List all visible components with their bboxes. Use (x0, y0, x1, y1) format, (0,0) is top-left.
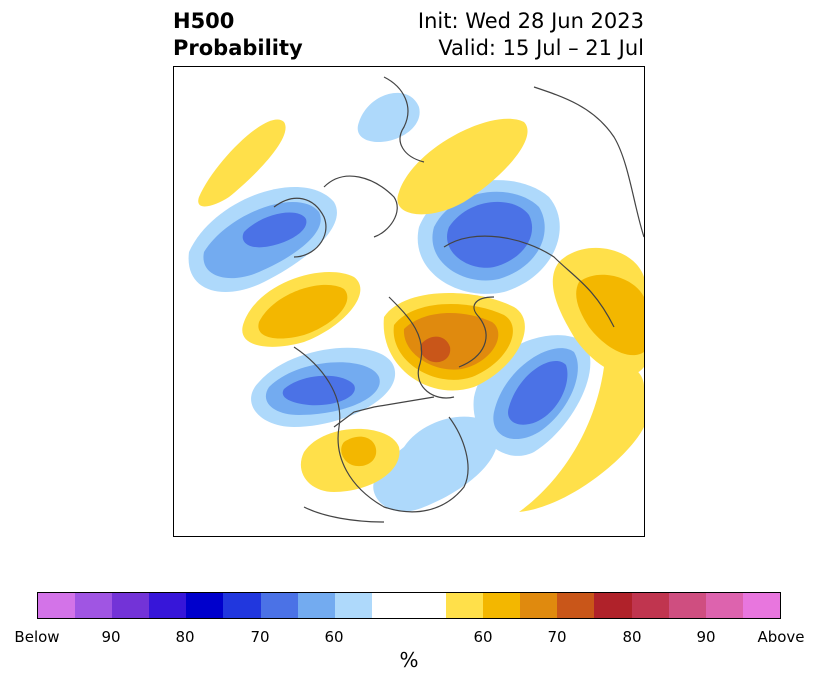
colorbar-segment (631, 593, 669, 618)
anomaly-positive-southwest-us (300, 428, 400, 492)
title-product: Probability (173, 36, 303, 60)
probability-colorbar (37, 592, 781, 619)
colorbar-segment (223, 593, 261, 618)
forecast-dates: Init: Wed 28 Jun 2023 Valid: 15 Jul – 21… (418, 8, 644, 62)
anomaly-positive-bering (198, 119, 286, 207)
init-date: Init: Wed 28 Jun 2023 (417, 9, 644, 33)
colorbar-segment (668, 593, 706, 618)
probability-map (173, 66, 645, 537)
anomaly-positive-arctic-europe (397, 118, 528, 215)
map-title: H500 Probability (173, 8, 303, 62)
colorbar-tick-label: 60 (473, 628, 493, 646)
anomaly-negative-west-alaska (188, 186, 337, 292)
colorbar-segment (557, 593, 595, 618)
colorbar-segment (75, 593, 113, 618)
colorbar-tick-label: 70 (250, 628, 270, 646)
title-variable: H500 (173, 9, 235, 33)
colorbar-tick-label: Above (757, 628, 805, 646)
colorbar-segment (38, 593, 76, 618)
colorbar-segment (334, 593, 372, 618)
colorbar-tick-label: 90 (696, 628, 716, 646)
colorbar-segment (594, 593, 632, 618)
colorbar-segment (483, 593, 521, 618)
colorbar-segment (520, 593, 558, 618)
colorbar-unit-label: % (399, 648, 419, 672)
colorbar-tick-label: 70 (547, 628, 567, 646)
anomaly-negative-siberia (417, 180, 560, 294)
colorbar-tick-label: 60 (324, 628, 344, 646)
colorbar-segment (186, 593, 224, 618)
colorbar-segment (149, 593, 187, 618)
colorbar-tick-label: 90 (101, 628, 121, 646)
colorbar-segment (260, 593, 298, 618)
anomaly-positive-pacific (242, 272, 361, 347)
map-canvas (188, 76, 644, 523)
colorbar-segment (408, 593, 447, 618)
colorbar-segment (742, 593, 780, 618)
anomaly-negative-arctic-north (357, 92, 420, 142)
colorbar-segment (705, 593, 743, 618)
colorbar-segment (112, 593, 150, 618)
coastline-overlay (273, 76, 644, 523)
colorbar-segment (297, 593, 335, 618)
anomaly-negative-eastern-us (373, 416, 498, 512)
colorbar-tick-label: Below (14, 628, 60, 646)
anomaly-negative-ne-pacific (251, 347, 396, 427)
colorbar-tick-label: 80 (622, 628, 642, 646)
colorbar-tick-label: 80 (175, 628, 195, 646)
colorbar-segment (371, 593, 409, 618)
colorbar-segment (446, 593, 484, 618)
valid-range: Valid: 15 Jul – 21 Jul (438, 36, 644, 60)
